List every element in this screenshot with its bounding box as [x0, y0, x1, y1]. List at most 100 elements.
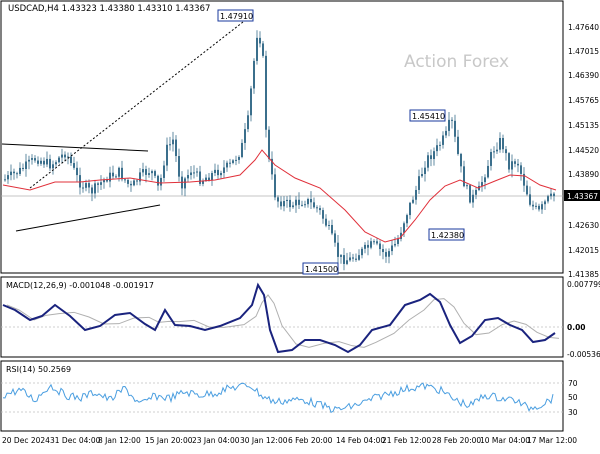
candle-body: [319, 208, 321, 211]
candle-body: [448, 119, 450, 131]
time-label: 30 Jan 12:00: [240, 436, 288, 445]
candle-body: [547, 196, 549, 202]
price-tick: 1.45135: [568, 121, 599, 130]
candle-body: [118, 167, 120, 177]
candle-body: [76, 167, 78, 176]
candle-body: [475, 189, 477, 195]
candle-body: [355, 258, 357, 260]
candle-body: [457, 136, 459, 154]
macd-label: MACD(12,26,9) -0.001048 -0.001917: [6, 281, 154, 290]
candle-body: [43, 160, 45, 165]
candle-body: [67, 156, 69, 158]
candle-body: [400, 232, 402, 239]
price-tick: 1.45765: [568, 96, 599, 105]
candle-body: [13, 171, 15, 174]
price-tick: 1.41385: [568, 270, 599, 279]
price-tick: 1.42630: [568, 221, 599, 230]
candle-body: [379, 243, 381, 250]
candle-body: [352, 257, 354, 259]
candle-body: [256, 37, 258, 61]
candle-body: [7, 175, 9, 180]
watermark: Action Forex: [404, 52, 509, 72]
candle-body: [61, 154, 63, 158]
candle-body: [37, 160, 39, 164]
candle-body: [436, 145, 438, 152]
candle-body: [160, 177, 162, 186]
candle-body: [541, 204, 543, 210]
candle-body: [310, 198, 312, 203]
candle-body: [274, 174, 276, 198]
candle-body: [532, 204, 534, 207]
candle-body: [25, 161, 27, 170]
candle-body: [202, 180, 204, 184]
candle-body: [508, 153, 510, 170]
candle-body: [208, 177, 210, 181]
candle-body: [460, 153, 462, 167]
price-tick: 1.47640: [568, 23, 599, 32]
price-tick: 1.44520: [568, 146, 599, 155]
current-price-box: [564, 190, 600, 201]
callout-low-1-text: 1.42380: [431, 231, 464, 240]
callout-high-1-text: 1.47910: [220, 12, 253, 21]
candle-body: [301, 204, 303, 206]
callout-high-2-text: 1.45410: [412, 112, 445, 121]
candle-body: [112, 172, 114, 177]
candle-body: [259, 37, 261, 44]
price-tick: 1.42015: [568, 246, 599, 255]
time-axis: 20 Dec 2024 31 Dec 04:00 8 Jan 12:00 15 …: [2, 436, 577, 445]
candle-body: [397, 238, 399, 244]
candle-body: [253, 60, 255, 89]
candle-body: [199, 171, 201, 184]
time-label: 14 Feb 04:00: [336, 436, 385, 445]
candle-body: [154, 171, 156, 176]
candle-body: [58, 157, 60, 163]
candle-body: [133, 180, 135, 186]
candle-body: [349, 257, 351, 261]
candle-body: [172, 139, 174, 145]
candle-body: [427, 155, 429, 168]
candle-body: [130, 183, 132, 186]
candle-body: [553, 193, 555, 197]
candle-body: [10, 171, 12, 176]
candle-body: [535, 205, 537, 207]
candle-body: [49, 158, 51, 169]
candle-body: [46, 158, 48, 165]
candle-body: [490, 152, 492, 166]
candle-body: [229, 162, 231, 164]
candle-body: [250, 88, 252, 116]
candle-body: [493, 151, 495, 153]
macd-tick: 0.007799: [567, 280, 600, 289]
candle-body: [268, 129, 270, 159]
candle-body: [346, 260, 348, 264]
candle-body: [364, 244, 366, 249]
candle-body: [196, 171, 198, 173]
candlestick-series: [4, 30, 555, 271]
candle-body: [511, 161, 513, 170]
candle-body: [262, 43, 264, 56]
candle-body: [55, 162, 57, 165]
candle-body: [244, 129, 246, 143]
projection-dotted-line: [29, 14, 253, 189]
candle-body: [31, 158, 33, 160]
candle-body: [136, 180, 138, 182]
candle-body: [430, 155, 432, 160]
candle-body: [247, 115, 249, 130]
candle-body: [157, 175, 159, 186]
candle-body: [439, 144, 441, 146]
macd-pane-frame: [0, 276, 564, 358]
rsi-tick: 70: [568, 379, 578, 388]
candle-body: [529, 194, 531, 205]
macd-tick: -0.005367: [567, 350, 600, 359]
candle-body: [97, 183, 99, 185]
candle-body: [220, 172, 222, 176]
candle-body: [445, 130, 447, 136]
candle-body: [121, 167, 123, 180]
candle-body: [403, 223, 405, 233]
candle-body: [358, 255, 360, 260]
candle-body: [187, 175, 189, 179]
candle-body: [313, 202, 315, 208]
candle-body: [277, 197, 279, 202]
candle-body: [232, 160, 234, 163]
